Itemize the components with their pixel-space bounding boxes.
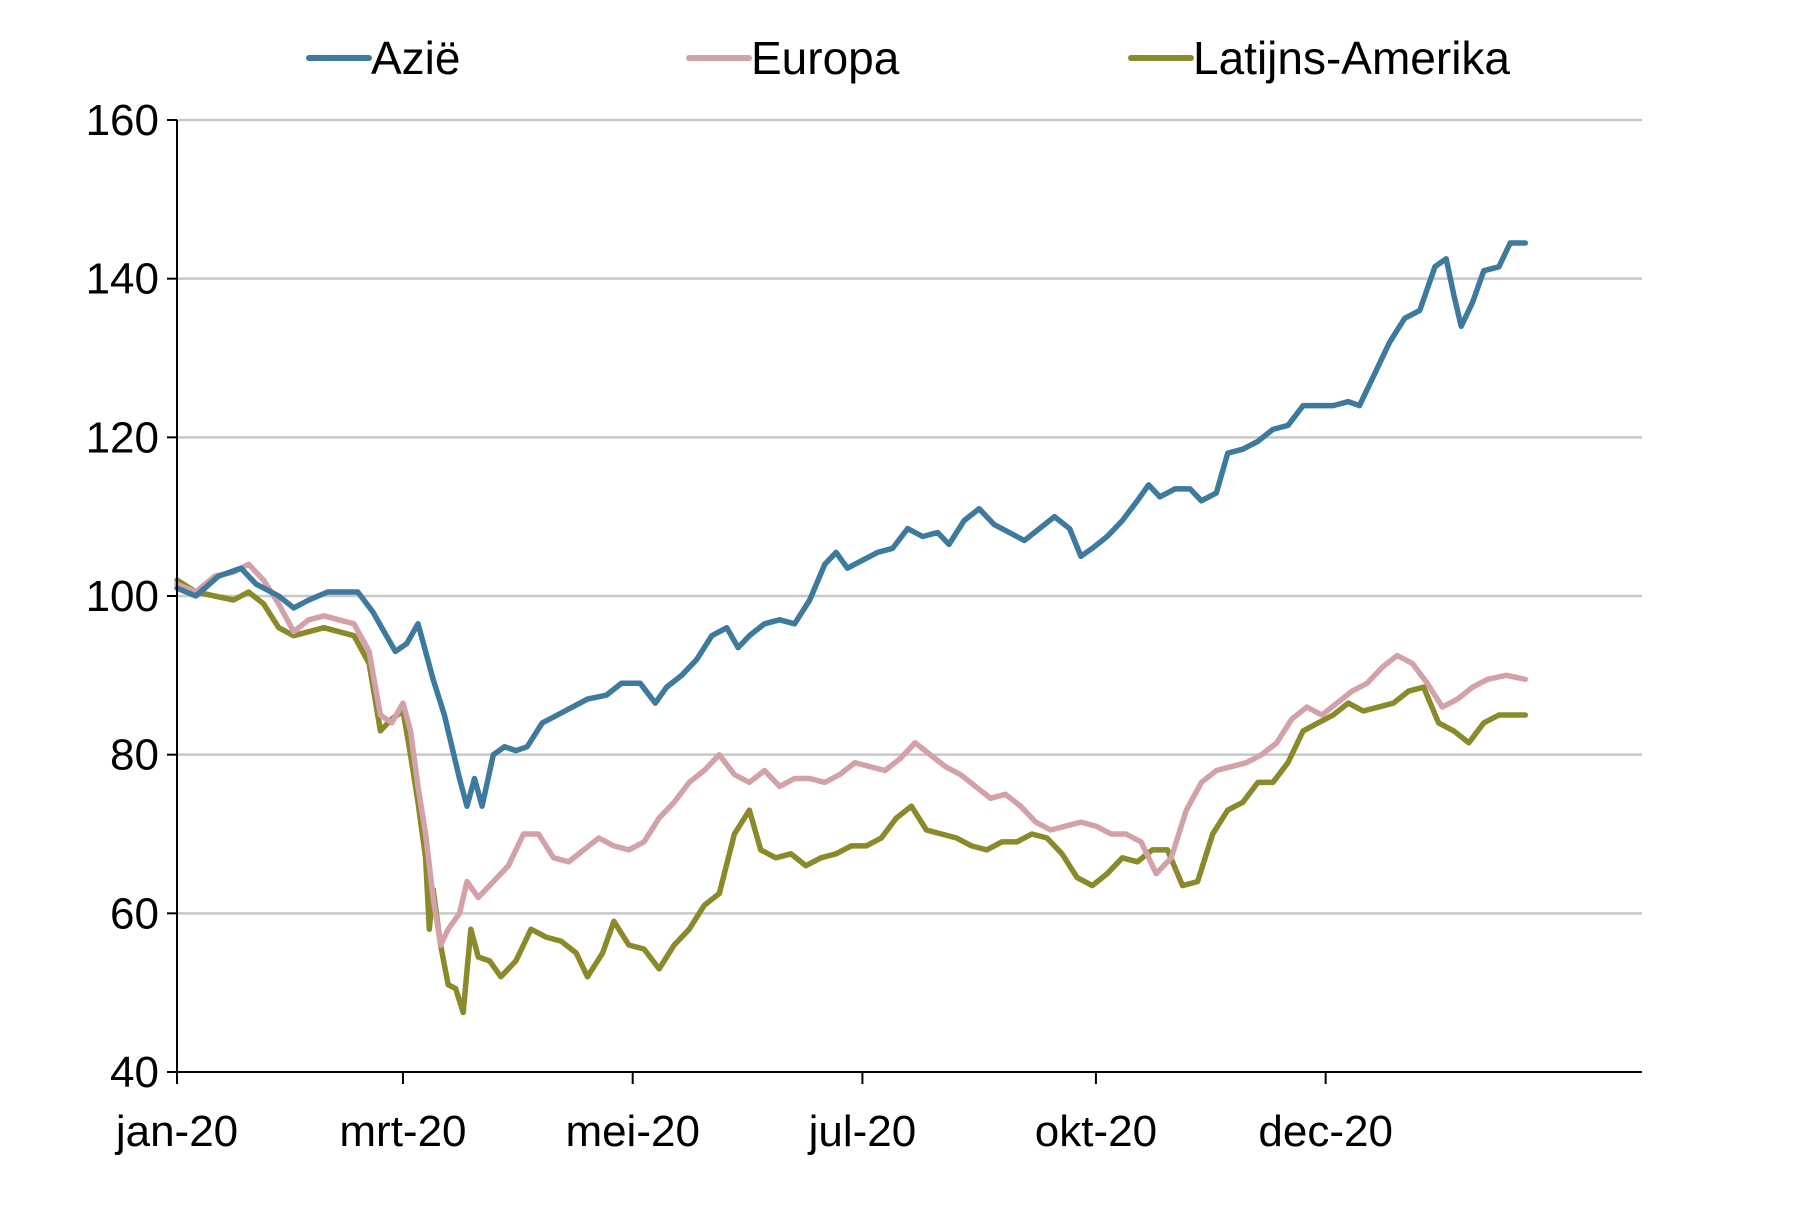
legend: Azië Europa Latijns-Amerika — [306, 32, 1510, 84]
y-tick-label-60: 60 — [110, 889, 159, 938]
x-tick-label-okt-20: okt-20 — [1035, 1107, 1157, 1156]
y-tick-label-140: 140 — [86, 255, 159, 304]
x-tick-label-mrt-20: mrt-20 — [339, 1107, 466, 1156]
series-line-europa — [174, 561, 1529, 948]
x-tick-label-mei-20: mei-20 — [565, 1107, 700, 1156]
gridlines — [177, 118, 1642, 915]
y-axis-ticks: 40 60 80 100 120 140 160 — [86, 96, 177, 1097]
legend-label-latijns-amerika: Latijns-Amerika — [1193, 32, 1510, 84]
y-tick-label-100: 100 — [86, 572, 159, 621]
x-tick-label-dec-20: dec-20 — [1258, 1107, 1393, 1156]
series-lines — [174, 240, 1529, 1016]
x-axis-ticks: jan-20 mrt-20 mei-20 jul-20 okt-20 dec-20 — [114, 1072, 1393, 1156]
legend-label-europa: Europa — [751, 32, 900, 84]
series-line-azi- — [174, 240, 1529, 809]
legend-label-azi-: Azië — [371, 32, 460, 84]
x-tick-label-jan-20: jan-20 — [114, 1107, 238, 1156]
series-line-latijns-amerika — [174, 577, 1529, 1016]
y-tick-label-160: 160 — [86, 96, 159, 145]
y-tick-label-120: 120 — [86, 413, 159, 462]
y-tick-label-40: 40 — [110, 1048, 159, 1097]
x-tick-label-jul-20: jul-20 — [807, 1107, 917, 1156]
y-tick-label-80: 80 — [110, 731, 159, 780]
